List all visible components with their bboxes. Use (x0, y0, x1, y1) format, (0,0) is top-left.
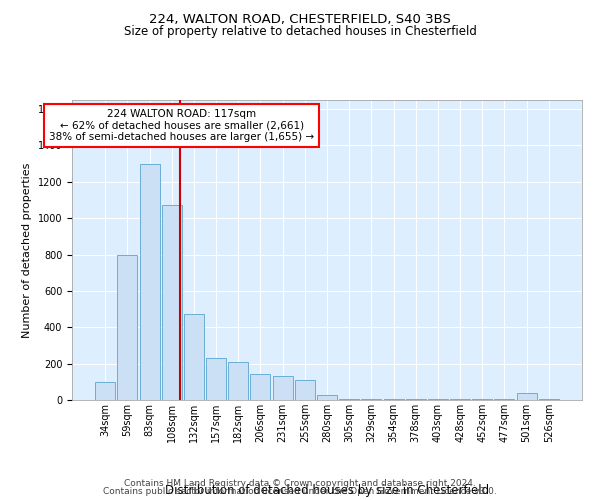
Bar (184, 314, 204, 400)
Bar (494, 399, 514, 400)
X-axis label: Distribution of detached houses by size in Chesterfield: Distribution of detached houses by size … (165, 484, 489, 497)
Bar (428, 399, 448, 400)
Text: 224 WALTON ROAD: 117sqm
← 62% of detached houses are smaller (2,661)
38% of semi: 224 WALTON ROAD: 117sqm ← 62% of detache… (49, 109, 314, 142)
Y-axis label: Number of detached properties: Number of detached properties (22, 162, 32, 338)
Text: 224, WALTON ROAD, CHESTERFIELD, S40 3BS: 224, WALTON ROAD, CHESTERFIELD, S40 3BS (149, 12, 451, 26)
Bar (339, 399, 359, 400)
Bar (450, 399, 470, 400)
Text: Contains public sector information licensed under the Open Government Licence v3: Contains public sector information licen… (103, 487, 497, 496)
Text: Size of property relative to detached houses in Chesterfield: Size of property relative to detached ho… (124, 25, 476, 38)
Bar (517, 392, 536, 400)
Bar (118, 254, 137, 400)
Bar (406, 399, 426, 400)
Bar (140, 164, 160, 400)
Bar (295, 380, 315, 400)
Bar (272, 376, 293, 400)
Text: Contains HM Land Registry data © Crown copyright and database right 2024.: Contains HM Land Registry data © Crown c… (124, 478, 476, 488)
Bar (250, 374, 271, 400)
Bar (228, 362, 248, 400)
Bar (95, 382, 115, 400)
Bar (539, 399, 559, 400)
Bar (206, 358, 226, 400)
Bar (361, 399, 382, 400)
Bar (383, 399, 404, 400)
Bar (162, 204, 182, 400)
Bar (317, 394, 337, 400)
Bar (472, 399, 492, 400)
